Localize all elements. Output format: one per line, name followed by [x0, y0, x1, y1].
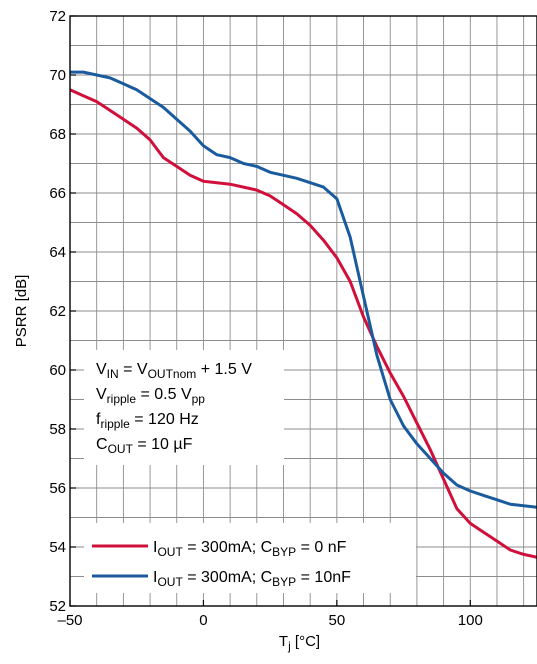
x-axis-label: Tj [°C]	[279, 633, 320, 653]
y-tick-label: 54	[49, 539, 66, 556]
x-tick-label: 50	[329, 612, 346, 629]
subscript: OUT	[157, 575, 183, 589]
text-run: = 300mA; C	[183, 569, 272, 586]
y-tick-label: 62	[49, 303, 66, 320]
condition-line-2: Vripple = 0.5 Vpp	[96, 386, 205, 406]
axis-labels: Tj [°C] PSRR [dB]	[13, 275, 320, 653]
legend-background	[84, 523, 416, 593]
text-run: f	[96, 411, 101, 428]
x-tick-label: –50	[57, 612, 82, 629]
subscript: BYP	[272, 545, 296, 559]
text-run: = 0 nF	[296, 539, 346, 556]
subscript: OUT	[108, 442, 134, 456]
text-run: I	[153, 539, 157, 556]
x-tick-label: 0	[199, 612, 207, 629]
text-run: V	[96, 361, 107, 378]
conditions-background	[84, 350, 284, 465]
series-lines	[69, 70, 537, 559]
subscript: OUT	[157, 545, 183, 559]
text-run: I	[153, 569, 157, 586]
y-tick-label: 68	[49, 126, 66, 143]
series-line-2	[70, 70, 537, 509]
condition-line-1: VIN = VOUTnom + 1.5 V	[96, 361, 252, 381]
condition-line-4: COUT = 10 µF	[96, 436, 193, 456]
y-axis-label: PSRR [dB]	[13, 275, 30, 348]
legend-label-2: IOUT = 300mA; CBYP = 10nF	[153, 569, 351, 589]
subscript: IN	[107, 367, 119, 381]
x-label-main: T	[279, 633, 288, 650]
subscript: OUTnom	[148, 367, 197, 381]
ticks: 52 54 56 58 60 62 64 66 68 70 72 –50 0 50 100	[49, 8, 482, 629]
y-tick-label: 58	[49, 421, 66, 438]
y-tick-label: 72	[49, 8, 66, 25]
text-run: = 300mA; C	[183, 539, 272, 556]
y-tick-label: 70	[49, 67, 66, 84]
subscript: pp	[192, 392, 206, 406]
subscript: ripple	[100, 417, 130, 431]
y-tick-label: 64	[49, 244, 66, 261]
subscript: ripple	[107, 392, 137, 406]
y-tick-label: 52	[49, 598, 66, 615]
subscript: BYP	[272, 575, 296, 589]
text-run: = 10 µF	[133, 436, 193, 453]
x-tick-label: 100	[458, 612, 483, 629]
condition-line-3: fripple = 120 Hz	[96, 411, 199, 431]
text-run: = 120 Hz	[130, 411, 199, 428]
text-run: = V	[119, 361, 148, 378]
y-tick-label: 66	[49, 185, 66, 202]
text-run: = 10nF	[296, 569, 351, 586]
y-tick-label: 56	[49, 480, 66, 497]
x-label-unit: [°C]	[291, 633, 320, 650]
text-run: V	[96, 386, 107, 403]
x-label-sub: j	[287, 639, 291, 653]
text-run: = 0.5 V	[136, 386, 192, 403]
legend-label-1: IOUT = 300mA; CBYP = 0 nF	[153, 539, 347, 559]
text-run: C	[96, 436, 108, 453]
series-line-1	[69, 88, 537, 559]
y-tick-label: 60	[49, 362, 66, 379]
text-run: + 1.5 V	[196, 361, 252, 378]
